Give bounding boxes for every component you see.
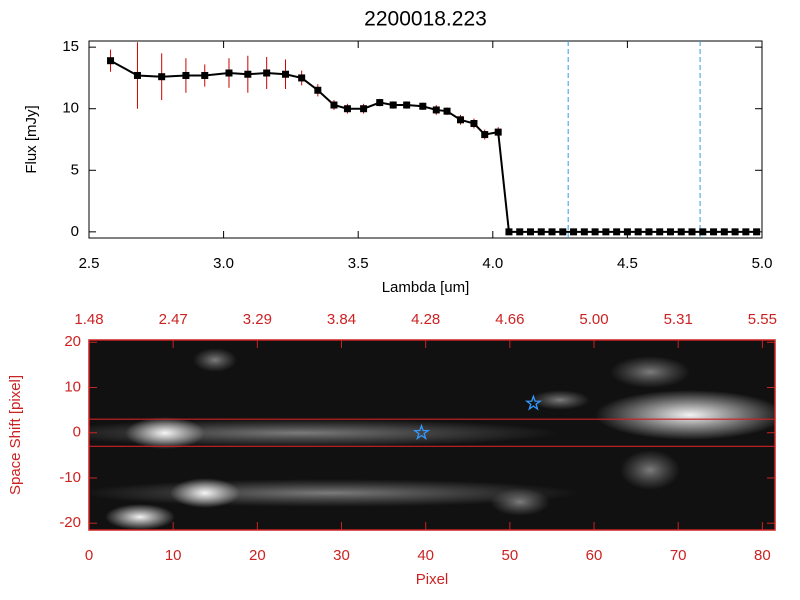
data-point [133, 71, 141, 79]
x-tick-label: 60 [586, 547, 603, 564]
plot-frame [88, 40, 763, 239]
y-tick-label: 10 [64, 378, 81, 395]
data-point [403, 101, 411, 109]
y-tick-label: -20 [59, 514, 81, 531]
data-point [548, 228, 556, 236]
x-tick-label: 80 [754, 547, 771, 564]
y-tick-label: 0 [73, 424, 81, 441]
y-tick-label: 5 [71, 161, 79, 178]
x-tick-label: 70 [670, 547, 687, 564]
chart-title: 2200018.223 [364, 8, 487, 31]
top-tick-label: 3.29 [243, 311, 272, 328]
data-point [298, 74, 306, 82]
data-point [731, 228, 739, 236]
x-tick-label: 30 [333, 547, 350, 564]
data-point [456, 116, 464, 124]
data-point [656, 228, 664, 236]
x-tick-label: 4.0 [482, 255, 503, 272]
data-point [282, 70, 290, 78]
data-point [470, 119, 478, 127]
y-tick-label: -10 [59, 469, 81, 486]
data-point [443, 107, 451, 115]
data-point [389, 101, 397, 109]
y-axis-label: Space Shift [pixel] [7, 375, 24, 495]
data-point [720, 228, 728, 236]
data-point [225, 69, 233, 77]
data-point [376, 99, 384, 107]
plot-frame [88, 339, 776, 531]
top-tick-label: 4.28 [411, 311, 440, 328]
x-tick-label: 3.5 [348, 255, 369, 272]
data-point [314, 86, 322, 94]
top-tick-label: 5.00 [579, 311, 608, 328]
data-point [201, 71, 209, 79]
data-point [645, 228, 653, 236]
data-point [505, 228, 513, 236]
data-point [742, 228, 750, 236]
data-point [419, 102, 427, 110]
data-point [602, 228, 610, 236]
data-point [481, 131, 489, 139]
star-marker [524, 394, 542, 411]
x-tick-label: 40 [417, 547, 434, 564]
x-tick-label: 0 [85, 547, 93, 564]
star-marker [412, 423, 430, 441]
data-point [677, 228, 685, 236]
x-tick-label: 20 [249, 547, 266, 564]
data-point [432, 106, 440, 114]
top-tick-label: 5.55 [748, 311, 777, 328]
data-point [182, 71, 190, 79]
data-point [613, 228, 621, 236]
data-point [107, 57, 115, 65]
data-point [688, 228, 696, 236]
x-tick-label: 10 [165, 547, 182, 564]
y-tick-label: 15 [62, 38, 79, 55]
data-point [516, 228, 524, 236]
top-tick-label: 5.31 [664, 311, 693, 328]
y-axis-label: Flux [mJy] [23, 105, 40, 173]
data-point [263, 69, 271, 77]
data-point [343, 105, 351, 113]
x-tick-label: 5.0 [752, 255, 773, 272]
data-point [753, 228, 761, 236]
data-point [580, 228, 588, 236]
data-point [537, 228, 545, 236]
data-point [634, 228, 642, 236]
data-point [710, 228, 718, 236]
x-tick-label: 4.5 [617, 255, 638, 272]
top-tick-label: 3.84 [327, 311, 356, 328]
data-point [570, 228, 578, 236]
flux-line [110, 59, 757, 233]
data-point [360, 105, 368, 113]
data-point [699, 228, 707, 236]
top-tick-label: 2.47 [159, 311, 188, 328]
data-point [559, 228, 567, 236]
top-tick-label: 1.48 [74, 311, 103, 328]
data-point [591, 228, 599, 236]
data-point [330, 101, 338, 109]
y-tick-label: 10 [62, 100, 79, 117]
data-point [666, 228, 674, 236]
y-tick-label: 20 [64, 333, 81, 350]
y-tick-label: 0 [71, 223, 79, 240]
x-axis-label: Lambda [um] [382, 279, 470, 296]
data-point [158, 73, 166, 81]
top-tick-label: 4.66 [495, 311, 524, 328]
data-point [526, 228, 534, 236]
data-point [244, 70, 252, 78]
data-point [494, 128, 502, 136]
x-axis-label: Pixel [416, 571, 449, 588]
x-tick-label: 50 [502, 547, 519, 564]
x-tick-label: 2.5 [79, 255, 100, 272]
spectrum-image [89, 340, 775, 530]
x-tick-label: 3.0 [213, 255, 234, 272]
data-point [623, 228, 631, 236]
